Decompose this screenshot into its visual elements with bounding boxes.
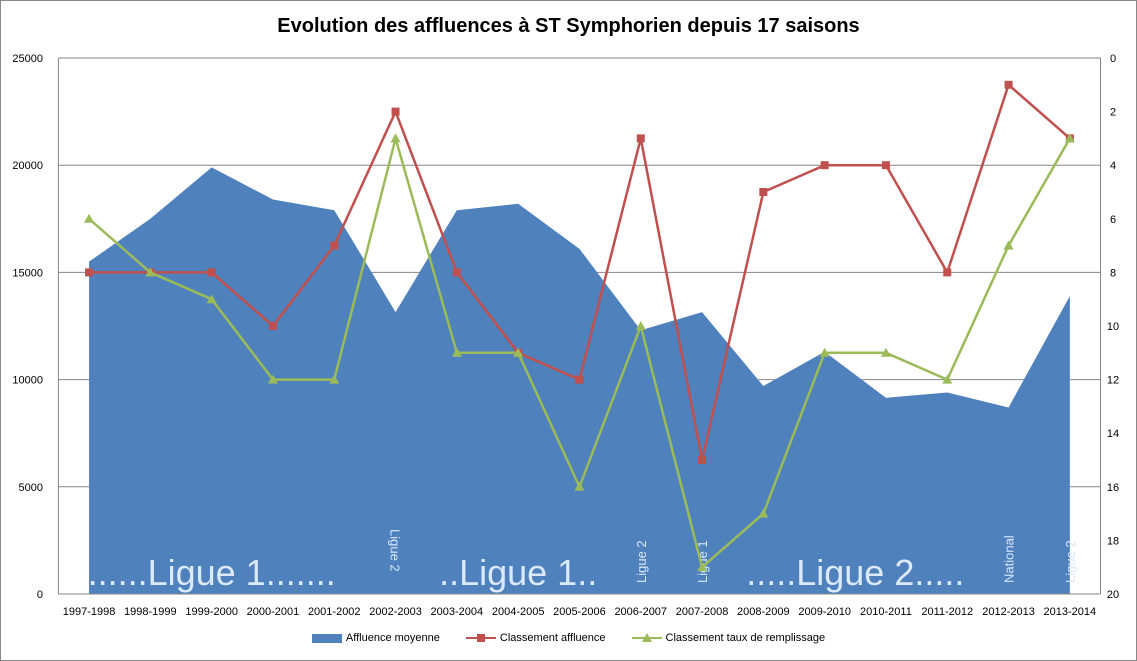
marker-square [452, 268, 461, 277]
legend-item-classement-remplissage: Classement taux de remplissage [631, 632, 826, 644]
marker-triangle [513, 347, 524, 357]
marker-triangle [697, 562, 708, 572]
x-tick-label: 2012-2013 [982, 606, 1035, 618]
marker-triangle [635, 321, 646, 330]
x-tick-label: 2011-2012 [921, 606, 973, 618]
x-tick-label: 2001-2002 [308, 606, 361, 618]
x-tick-label: 1998-1999 [124, 606, 177, 618]
marker-square [207, 268, 216, 277]
x-tick-label: 2008-2009 [737, 606, 790, 618]
marker-triangle [390, 133, 401, 143]
y-right-tick-label: 6 [1110, 214, 1116, 226]
x-tick-label: 2005-2006 [553, 606, 606, 618]
annotation-vertical-label: Ligue 2 [1063, 540, 1078, 583]
y-left-tick-label: 10000 [12, 375, 43, 387]
marker-triangle [942, 374, 953, 384]
annotation-label: ..Ligue 1.. [439, 552, 597, 593]
marker-square [85, 268, 94, 277]
y-right-tick-label: 20 [1107, 589, 1119, 601]
marker-square [636, 134, 645, 143]
marker-triangle [819, 347, 830, 357]
legend-label: Classement taux de remplissage [665, 632, 826, 644]
marker-triangle [451, 347, 462, 357]
legend-label: Affluence moyenne [345, 632, 440, 644]
marker-square [881, 161, 890, 170]
y-left-tick-label: 25000 [12, 53, 43, 65]
y-right-tick-label: 0 [1110, 53, 1116, 65]
marker-triangle [574, 481, 585, 491]
marker-triangle [84, 213, 95, 223]
y-right-tick-label: 8 [1110, 267, 1116, 279]
y-right-tick-label: 10 [1107, 321, 1119, 333]
x-tick-label: 2006-2007 [614, 606, 667, 618]
y-right-tick-label: 14 [1107, 428, 1119, 440]
legend-item-affluence: Affluence moyenne [311, 632, 440, 644]
annotation-label: ......Ligue 1....... [88, 552, 336, 593]
marker-square [698, 456, 707, 464]
legend-swatch-red [465, 634, 496, 642]
marker-triangle [267, 374, 278, 384]
marker-triangle [329, 374, 340, 384]
marker-triangle [880, 347, 891, 357]
x-tick-label: 2009-2010 [798, 606, 851, 618]
y-right-tick-label: 12 [1107, 375, 1119, 387]
marker-triangle [206, 294, 217, 304]
marker-triangle [1003, 240, 1014, 250]
x-tick-label: 2004-2005 [492, 606, 545, 618]
y-left-tick-label: 20000 [12, 160, 43, 172]
x-tick-label: 2000-2001 [247, 606, 300, 618]
x-tick-label: 2010-2011 [860, 606, 912, 618]
legend-swatch-area [311, 633, 342, 643]
marker-square [391, 107, 400, 116]
marker-triangle [758, 508, 769, 518]
annotation-vertical-label: Ligue 2 [634, 540, 649, 583]
y-left-tick-label: 5000 [19, 482, 43, 494]
y-right-tick-label: 4 [1110, 160, 1116, 172]
legend: Affluence moyenne Classement affluence C… [1, 632, 1136, 644]
y-right-tick-label: 2 [1110, 107, 1116, 119]
marker-square [1004, 80, 1013, 89]
x-tick-label: 1997-1998 [63, 606, 116, 618]
x-tick-label: 2002-2003 [369, 606, 422, 618]
annotation-label: .....Ligue 2..... [746, 552, 964, 593]
marker-square [943, 268, 952, 277]
legend-item-classement-affluence: Classement affluence [465, 632, 606, 644]
legend-swatch-green [631, 633, 662, 642]
annotation-vertical-label: National [1002, 535, 1017, 583]
marker-triangle [145, 267, 156, 277]
marker-triangle [1064, 133, 1075, 143]
x-tick-label: 2007-2008 [676, 606, 729, 618]
legend-label: Classement affluence [499, 632, 606, 644]
y-left-tick-label: 0 [37, 589, 43, 601]
y-left-tick-label: 15000 [12, 267, 43, 279]
x-tick-label: 1999-2000 [185, 606, 238, 618]
y-right-tick-label: 16 [1107, 482, 1119, 494]
marker-square [330, 241, 339, 250]
marker-square [268, 322, 277, 330]
chart-title: Evolution des affluences à ST Symphorien… [277, 15, 860, 37]
marker-square [575, 375, 584, 384]
annotation-vertical-label: Ligue 2 [388, 529, 403, 572]
marker-square [759, 188, 768, 196]
y-right-tick-label: 18 [1107, 535, 1119, 547]
marker-square [820, 161, 829, 170]
x-tick-label: 2003-2004 [431, 606, 484, 618]
x-tick-label: 2013-2014 [1044, 606, 1097, 618]
